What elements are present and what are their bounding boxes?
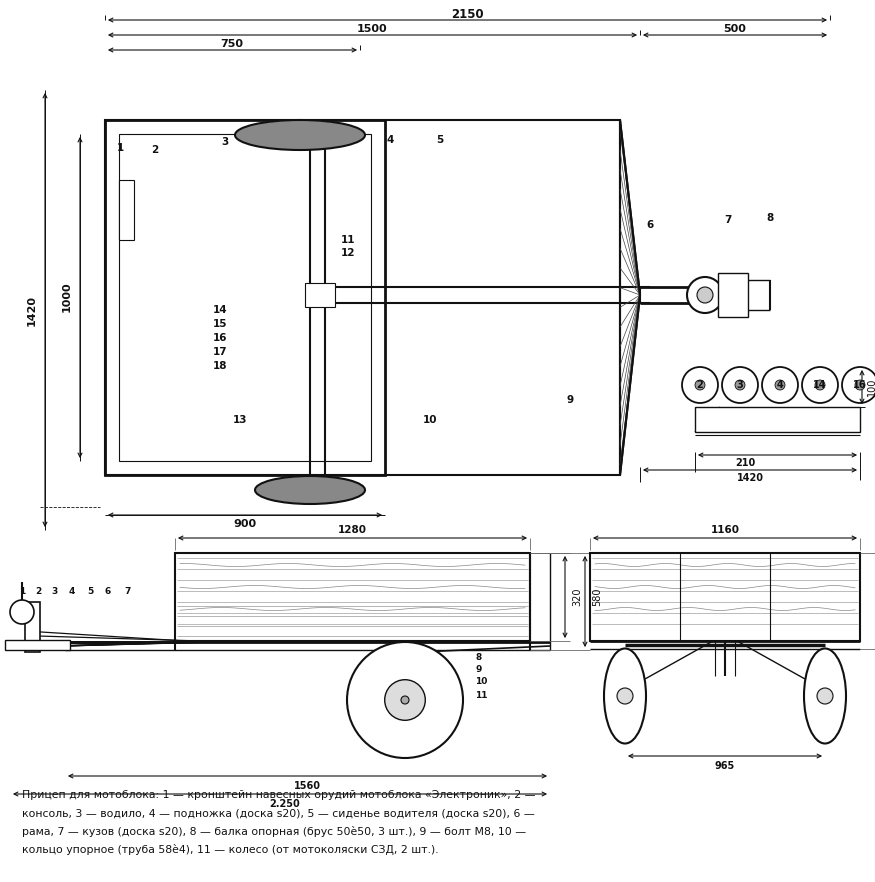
- Text: 3: 3: [737, 380, 744, 390]
- Ellipse shape: [255, 476, 365, 504]
- Text: Прицеп для мотоблока: 1 — кронштейн навесных орудий мотоблока «Электроник», 2 —: Прицеп для мотоблока: 1 — кронштейн наве…: [22, 790, 536, 800]
- Text: 580: 580: [592, 587, 602, 606]
- Text: 3: 3: [52, 587, 58, 596]
- Text: 4: 4: [387, 135, 394, 145]
- Circle shape: [815, 380, 825, 390]
- Text: 11: 11: [475, 691, 487, 699]
- Text: рама, 7 — кузов (доска s20), 8 — балка опорная (брус 50ѐ50, 3 шт.), 9 — болт М8,: рама, 7 — кузов (доска s20), 8 — балка о…: [22, 826, 526, 837]
- Text: 15: 15: [213, 319, 228, 329]
- Circle shape: [735, 380, 745, 390]
- Text: 11: 11: [340, 235, 355, 245]
- Bar: [175, 553, 530, 641]
- Bar: [590, 553, 860, 641]
- Circle shape: [817, 688, 833, 704]
- Text: 750: 750: [220, 39, 243, 49]
- Circle shape: [385, 680, 425, 721]
- Bar: [175, 602, 530, 641]
- Text: 18: 18: [213, 361, 228, 371]
- Text: 1000: 1000: [62, 281, 72, 312]
- Circle shape: [682, 367, 718, 403]
- Bar: [695, 407, 860, 432]
- Bar: [25, 602, 40, 652]
- Circle shape: [347, 642, 463, 758]
- Text: 7: 7: [125, 587, 131, 596]
- Text: 2: 2: [35, 587, 41, 596]
- Text: 1160: 1160: [710, 525, 739, 535]
- Text: 1500: 1500: [357, 24, 388, 34]
- Text: 210: 210: [735, 458, 755, 468]
- Text: 8: 8: [766, 213, 774, 223]
- Circle shape: [697, 287, 713, 303]
- Text: 2.250: 2.250: [270, 799, 300, 809]
- Circle shape: [401, 696, 409, 704]
- Text: 4: 4: [777, 380, 783, 390]
- Circle shape: [842, 367, 875, 403]
- Text: 1560: 1560: [293, 781, 320, 791]
- Text: 6: 6: [647, 220, 654, 230]
- Text: 6: 6: [105, 587, 111, 596]
- Text: 14: 14: [813, 380, 827, 390]
- Text: 8: 8: [475, 653, 481, 662]
- Text: 17: 17: [213, 347, 228, 357]
- Bar: [119, 134, 371, 461]
- Text: 1420: 1420: [737, 473, 764, 483]
- Text: 500: 500: [724, 24, 746, 34]
- Text: 1280: 1280: [338, 525, 367, 535]
- Circle shape: [802, 367, 838, 403]
- Text: 2: 2: [696, 380, 704, 390]
- Circle shape: [775, 380, 785, 390]
- Ellipse shape: [235, 120, 365, 150]
- Text: 10: 10: [475, 677, 487, 686]
- Ellipse shape: [804, 648, 846, 744]
- Bar: [119, 180, 134, 240]
- Circle shape: [695, 380, 705, 390]
- Circle shape: [10, 600, 34, 624]
- Polygon shape: [620, 120, 640, 475]
- Circle shape: [855, 380, 865, 390]
- Text: 1420: 1420: [27, 295, 37, 325]
- Bar: [5, 640, 70, 650]
- Text: 5: 5: [437, 135, 444, 145]
- Bar: [105, 120, 620, 475]
- Bar: [718, 273, 748, 317]
- Text: 16: 16: [213, 333, 228, 343]
- Circle shape: [762, 367, 798, 403]
- Text: 10: 10: [423, 415, 438, 425]
- Circle shape: [722, 367, 758, 403]
- Text: 9: 9: [475, 664, 481, 674]
- Circle shape: [687, 277, 723, 313]
- Bar: [305, 283, 335, 307]
- Text: 16: 16: [853, 380, 867, 390]
- Ellipse shape: [604, 648, 646, 744]
- Text: 1: 1: [19, 587, 25, 596]
- Text: 4: 4: [69, 587, 75, 596]
- Bar: [105, 120, 385, 475]
- Text: 965: 965: [715, 761, 735, 771]
- Text: 9: 9: [566, 395, 574, 405]
- Text: 1: 1: [116, 143, 123, 153]
- Text: 12: 12: [340, 248, 355, 258]
- Text: 320: 320: [572, 587, 582, 606]
- Text: кольцо упорное (труба 58ѐ4), 11 — колесо (от мотоколяски СЗД, 2 шт.).: кольцо упорное (труба 58ѐ4), 11 — колесо…: [22, 844, 438, 855]
- Text: 2: 2: [151, 145, 158, 155]
- Text: консоль, 3 — водило, 4 — подножка (доска s20), 5 — сиденье водителя (доска s20),: консоль, 3 — водило, 4 — подножка (доска…: [22, 808, 535, 818]
- Text: 100: 100: [867, 377, 875, 396]
- Circle shape: [617, 688, 633, 704]
- Text: 2150: 2150: [451, 8, 483, 20]
- Text: 14: 14: [213, 305, 228, 315]
- Text: 5: 5: [87, 587, 93, 596]
- Text: 7: 7: [724, 215, 732, 225]
- Text: 3: 3: [221, 137, 228, 147]
- Text: 900: 900: [234, 519, 256, 529]
- Text: 13: 13: [233, 415, 248, 425]
